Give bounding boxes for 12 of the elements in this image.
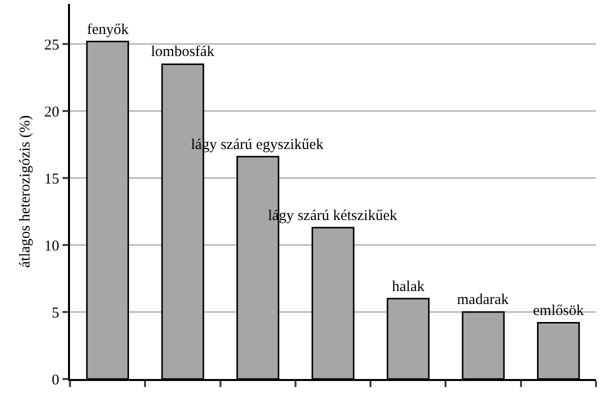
y-tick-label: 5: [52, 305, 60, 322]
x-tick-label: fenyők: [87, 22, 130, 38]
x-tick-label: lombosfák: [151, 44, 215, 60]
y-tick-label: 10: [44, 238, 60, 254]
x-tick-label: halak: [392, 279, 425, 295]
y-axis-title: átlagos heterozigózis (%): [18, 115, 34, 268]
x-tick-label: emlősök: [533, 303, 584, 319]
x-tick-label: madarak: [457, 292, 510, 308]
y-tick-label: 25: [44, 37, 60, 54]
y-tick-label: 20: [44, 104, 60, 120]
y-tick-label: 0: [52, 372, 60, 388]
y-tick-label: 15: [44, 171, 60, 188]
